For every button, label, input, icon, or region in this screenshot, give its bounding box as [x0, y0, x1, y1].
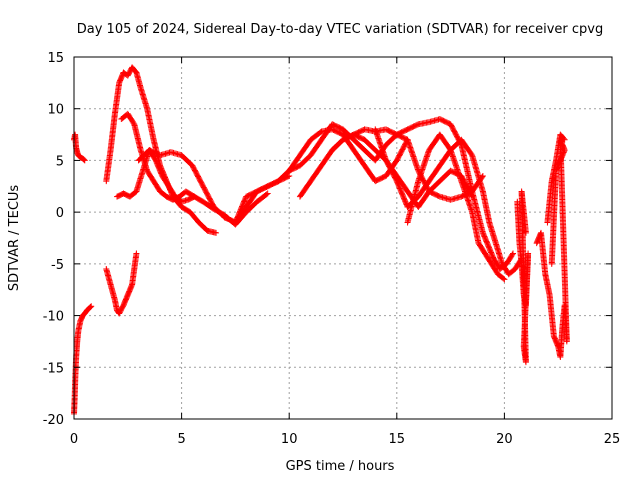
data-points — [71, 64, 570, 417]
data-point — [81, 156, 88, 163]
x-tick-labels: 0 5 10 15 20 25 — [70, 432, 620, 447]
data-point — [80, 156, 87, 163]
data-point — [548, 260, 555, 267]
data-point — [435, 193, 442, 200]
data-point — [264, 190, 271, 197]
x-tick-label: 5 — [177, 432, 185, 447]
x-axis-label: GPS time / hours — [286, 459, 395, 474]
y-tick-label: -15 — [43, 361, 64, 376]
y-axis-label: SDTVAR / TECUs — [7, 185, 22, 292]
plot-frame — [73, 56, 613, 420]
x-tick-label: 20 — [496, 432, 513, 447]
grid-lines — [74, 57, 612, 419]
y-tick-labels: -20 -15 -10 -5 0 5 10 15 — [43, 51, 64, 428]
data-point — [509, 251, 516, 258]
x-tick-label: 10 — [281, 432, 298, 447]
data-point — [213, 229, 220, 236]
data-point — [263, 191, 270, 198]
data-point — [87, 303, 94, 310]
data-point — [88, 303, 95, 310]
data-point — [522, 229, 529, 236]
data-point — [81, 157, 88, 164]
x-tick-label: 15 — [389, 432, 406, 447]
data-point — [479, 172, 486, 179]
y-tick-label: -5 — [51, 258, 64, 273]
data-point — [510, 250, 517, 257]
axis-ticks — [73, 56, 613, 420]
x-tick-label: 0 — [70, 432, 78, 447]
data-point — [500, 275, 507, 282]
chart-title: Day 105 of 2024, Sidereal Day-to-day VTE… — [77, 22, 603, 37]
x-tick-label: 25 — [604, 432, 621, 447]
data-point — [560, 135, 567, 142]
data-point — [414, 121, 421, 128]
y-tick-label: 15 — [47, 51, 64, 66]
data-point — [133, 250, 140, 257]
y-tick-label: -20 — [43, 413, 64, 428]
data-point — [86, 304, 93, 311]
data-point — [501, 276, 508, 283]
data-point — [561, 136, 568, 143]
y-tick-label: 10 — [47, 103, 64, 118]
y-tick-label: 0 — [56, 206, 64, 221]
y-tick-label: -10 — [43, 310, 64, 325]
y-tick-label: 5 — [56, 154, 64, 169]
